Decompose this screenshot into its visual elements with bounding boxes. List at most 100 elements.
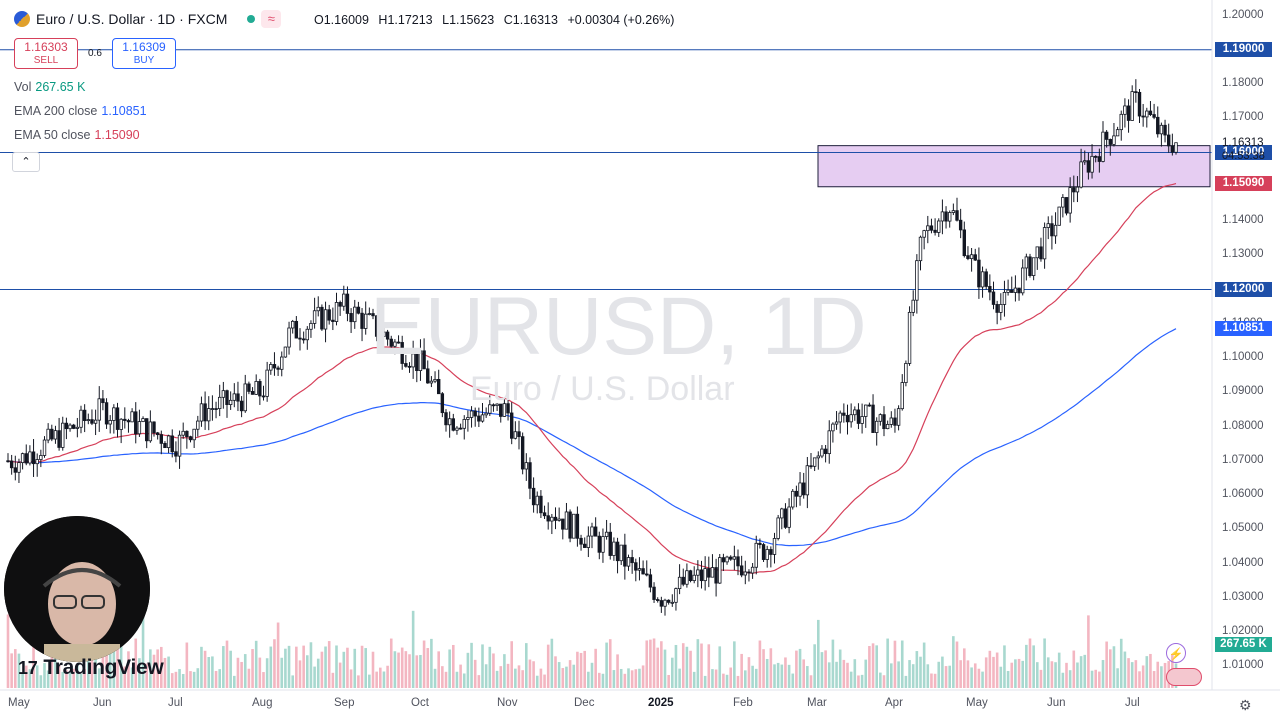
candle-body xyxy=(192,428,196,441)
volume-bar xyxy=(608,639,612,688)
sell-button[interactable]: 1.16303 SELL xyxy=(14,38,78,69)
volume-bar xyxy=(1116,668,1119,688)
volume-bar xyxy=(893,640,897,688)
candle-body xyxy=(520,436,525,470)
candle-body xyxy=(951,210,956,213)
volume-bar xyxy=(619,668,623,688)
volume-bar xyxy=(1163,662,1167,688)
candle-body xyxy=(1126,105,1131,121)
candle-body xyxy=(232,393,236,401)
volume-bar xyxy=(601,673,605,688)
symbol-title[interactable]: Euro / U.S. Dollar · 1D · FXCM xyxy=(36,11,228,27)
candle-body xyxy=(1119,113,1123,131)
candle-body xyxy=(542,512,547,517)
candle-body xyxy=(995,304,999,313)
volume-bar xyxy=(192,671,196,688)
volume-bar xyxy=(1079,656,1083,688)
wave-icon[interactable]: ≈ xyxy=(261,10,282,28)
candle-body xyxy=(889,417,893,425)
settings-gear-icon[interactable]: ⚙ xyxy=(1239,697,1252,713)
volume-bar xyxy=(576,651,579,688)
candle-body xyxy=(495,403,499,406)
volume-bar xyxy=(1061,672,1065,688)
candle-body xyxy=(1086,160,1091,173)
candle-body xyxy=(378,335,382,338)
candle-body xyxy=(608,531,612,556)
indicator-ema200[interactable]: EMA 200 close 1.10851 xyxy=(14,104,147,118)
volume-bar xyxy=(514,668,517,688)
volume-bar xyxy=(408,654,411,688)
volume-bar xyxy=(353,648,357,688)
volume-bar xyxy=(660,641,663,688)
last-price: 1.16313 xyxy=(1222,137,1264,149)
volume-bar xyxy=(831,639,835,688)
indicator-volume[interactable]: Vol 267.65 K xyxy=(14,80,86,94)
volume-bar xyxy=(364,648,367,688)
volume-bar xyxy=(76,664,79,688)
volume-bar xyxy=(1006,670,1010,688)
volume-bar xyxy=(973,663,977,688)
candle-body xyxy=(1112,135,1116,145)
candle-body xyxy=(57,430,61,448)
price-label-tag: 1.10851 xyxy=(1215,321,1272,337)
watermark-name: Euro / U.S. Dollar xyxy=(470,370,735,408)
volume-bar xyxy=(441,666,444,688)
candle-body xyxy=(696,569,700,576)
indicator-ema50[interactable]: EMA 50 close 1.15090 xyxy=(14,128,140,142)
candle-body xyxy=(980,271,985,288)
candle-body xyxy=(681,576,685,585)
volume-bar xyxy=(561,668,565,688)
candle-body xyxy=(926,225,930,232)
time-tick-label: Oct xyxy=(411,697,429,709)
volume-bar xyxy=(919,656,922,688)
tradingview-logo[interactable]: 17 TradingView xyxy=(18,656,164,679)
candle-body xyxy=(499,403,503,417)
candle-body xyxy=(1002,292,1007,305)
candle-body xyxy=(13,467,17,473)
candle-body xyxy=(1061,197,1065,208)
zone-rectangle[interactable] xyxy=(817,145,1211,188)
volume-bar xyxy=(1083,654,1087,688)
candle-body xyxy=(17,462,21,473)
time-tick-label: Jun xyxy=(93,697,112,709)
price-tick-label: 1.08000 xyxy=(1222,419,1264,432)
collapse-indicators-button[interactable]: ⌃ xyxy=(12,152,40,172)
us-flag-icon[interactable] xyxy=(1166,668,1202,686)
volume-bar xyxy=(145,663,148,688)
lightning-icon[interactable]: ⚡ xyxy=(1166,643,1186,663)
candle-body xyxy=(772,538,777,555)
candle-body xyxy=(1156,116,1160,135)
volume-bar xyxy=(882,675,886,688)
candle-body xyxy=(634,562,638,571)
candle-body xyxy=(181,430,185,436)
candle-body xyxy=(739,565,744,576)
buy-button[interactable]: 1.16309 BUY xyxy=(112,38,176,69)
volume-bar xyxy=(663,649,667,688)
volume-bar xyxy=(39,675,43,688)
volume-bar xyxy=(276,622,280,688)
candle-body xyxy=(477,415,481,422)
volume-bar xyxy=(240,661,243,688)
candle-body xyxy=(812,457,817,467)
volume-bar xyxy=(510,641,513,688)
candle-body xyxy=(455,427,459,431)
volume-bar xyxy=(160,646,163,688)
candle-body xyxy=(338,302,342,307)
volume-bar xyxy=(134,638,138,688)
candle-body xyxy=(517,431,521,438)
volume-bar xyxy=(123,666,127,688)
candle-body xyxy=(371,313,375,317)
volume-bar xyxy=(389,638,393,688)
candle-body xyxy=(1035,246,1039,259)
candle-body xyxy=(345,293,350,314)
chart-header: Euro / U.S. Dollar · 1D · FXCM ≈ xyxy=(14,10,282,28)
candle-body xyxy=(893,417,897,426)
candle-body xyxy=(203,403,207,422)
candle-body xyxy=(28,451,32,464)
candle-body xyxy=(761,544,766,560)
support-resistance-zone[interactable] xyxy=(817,145,1211,188)
price-tick-label: 1.10000 xyxy=(1222,351,1264,363)
horizontal-levels[interactable] xyxy=(0,49,1212,290)
candle-body xyxy=(860,416,864,424)
